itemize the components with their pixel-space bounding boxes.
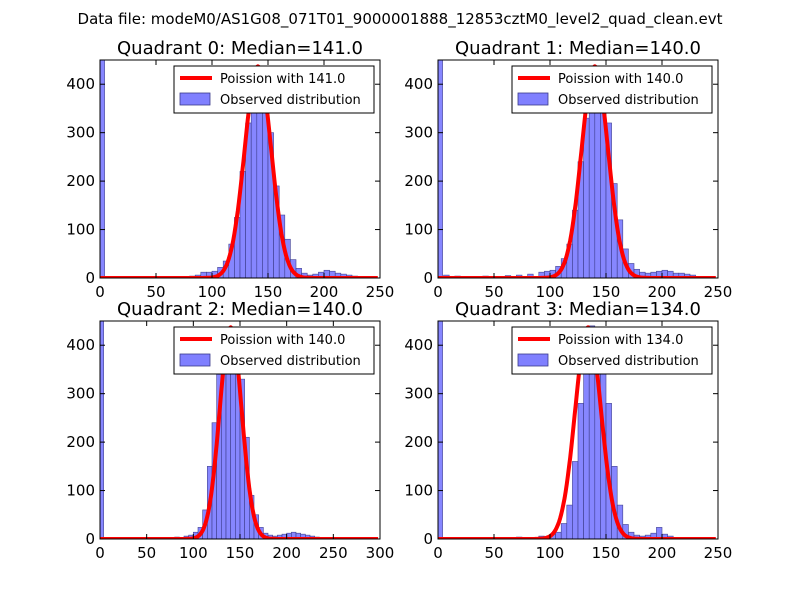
bar-4 (560, 523, 568, 539)
x-tick-label: 200 (648, 544, 677, 562)
y-tick-label: 0 (423, 269, 433, 287)
x-tick-label: 200 (272, 544, 301, 562)
poisson-fit-line (100, 64, 379, 278)
poisson-fit-line (438, 64, 717, 278)
x-tick-label: 250 (366, 283, 395, 301)
bar-overflow (438, 321, 443, 539)
x-tick-label: 200 (310, 283, 339, 301)
chart-quadrant-1: 0 50 100 150 200 250 0 100 200 300 400 Quadrant 1: … (404, 38, 732, 301)
y-tick-label: 400 (404, 336, 433, 354)
legend-observed-label: Observed distribution (558, 93, 699, 108)
axes-frame (437, 59, 719, 279)
panels: 0 50 100 150 200 250 0 100 200 300 400 Quadrant 0: … (66, 38, 732, 562)
x-tick-label: 100 (179, 544, 208, 562)
legend-fit-label: Poission with 141.0 (220, 72, 345, 87)
legend-observed-label: Observed distribution (558, 354, 699, 369)
y-tick-label: 300 (404, 124, 433, 142)
x-tick-label: 150 (592, 283, 621, 301)
y-tick-label: 0 (423, 530, 433, 548)
bar-6 (572, 461, 579, 539)
y-tick-label: 100 (66, 221, 95, 239)
x-tick-label: 100 (536, 283, 565, 301)
x-tick-label: 300 (366, 544, 395, 562)
legend: Poission with 141.0 Observed distribution (173, 65, 375, 114)
chart-quadrant-2: 0 50 100 150 200 250 300 0 100 200 300 400 Quadrant … (66, 299, 394, 562)
x-tick-label: 50 (146, 283, 165, 301)
x-tick-label: 50 (484, 544, 503, 562)
y-tick-label: 400 (66, 75, 95, 93)
legend-observed-label: Observed distribution (220, 93, 361, 108)
x-tick-label: 150 (592, 544, 621, 562)
plot-area (438, 321, 717, 539)
legend: Poission with 140.0 Observed distribution (173, 326, 375, 375)
bar-7 (577, 403, 584, 539)
chart-quadrant-3: 0 50 100 150 200 250 0 100 200 300 400 Quadrant 3: … (404, 299, 732, 562)
poisson-fit-line (438, 325, 717, 539)
poisson-fit-line (100, 325, 380, 539)
x-tick-label: 0 (433, 283, 443, 301)
bar-11 (250, 88, 258, 278)
bar-21 (656, 527, 663, 539)
x-tick-label: 100 (536, 544, 565, 562)
legend-fit-label: Poission with 140.0 (558, 72, 683, 87)
y-tick-label: 200 (404, 433, 433, 451)
x-tick-label: 250 (704, 544, 733, 562)
axes-frame (99, 59, 381, 279)
bar-5 (566, 504, 573, 539)
y-tick-label: 300 (66, 124, 95, 142)
y-tick-label: 200 (66, 172, 95, 190)
plot-area (100, 60, 379, 278)
y-tick-label: 200 (66, 433, 95, 451)
x-tick-label: 0 (95, 283, 105, 301)
x-tick-label: 50 (484, 283, 503, 301)
y-tick-label: 0 (85, 530, 95, 548)
x-tick-label: 150 (254, 283, 283, 301)
y-tick-label: 400 (404, 75, 433, 93)
y-tick-label: 300 (66, 385, 95, 403)
plot-area (438, 60, 717, 278)
y-tick-label: 0 (85, 269, 95, 287)
x-tick-label: 50 (137, 544, 156, 562)
x-tick-label: 100 (198, 283, 227, 301)
legend-observed-swatch (179, 353, 211, 367)
x-tick-label: 0 (95, 544, 105, 562)
legend-fit-label: Poission with 134.0 (558, 333, 683, 348)
bar-3 (555, 531, 562, 539)
chart-quadrant-0: 0 50 100 150 200 250 0 100 200 300 400 Quadrant 0: … (66, 38, 394, 301)
x-tick-label: 0 (433, 544, 443, 562)
bar-8 (583, 359, 590, 539)
chart-title: Quadrant 0: Median=141.0 (117, 38, 363, 59)
bar-overflow (100, 60, 105, 278)
y-tick-label: 100 (66, 482, 95, 500)
legend: Poission with 140.0 Observed distribution (511, 65, 713, 114)
legend-observed-swatch (517, 92, 549, 106)
chart-title: Quadrant 3: Median=134.0 (455, 299, 701, 320)
y-tick-label: 200 (404, 172, 433, 190)
legend: Poission with 134.0 Observed distribution (511, 326, 713, 375)
y-tick-label: 100 (404, 482, 433, 500)
legend-observed-swatch (179, 92, 211, 106)
figure-title: Data file: modeM0/AS1G08_071T01_90000018… (78, 10, 723, 29)
y-tick-label: 100 (404, 221, 433, 239)
y-tick-label: 400 (66, 336, 95, 354)
legend-observed-label: Observed distribution (220, 354, 361, 369)
chart-title: Quadrant 1: Median=140.0 (455, 38, 701, 59)
x-tick-label: 250 (704, 283, 733, 301)
x-tick-label: 250 (319, 544, 348, 562)
y-tick-label: 300 (404, 385, 433, 403)
x-tick-label: 150 (226, 544, 255, 562)
bar-overflow (100, 321, 104, 539)
bar-overflow (438, 60, 443, 278)
chart-title: Quadrant 2: Median=140.0 (117, 299, 363, 320)
bar-14 (583, 117, 590, 278)
x-tick-label: 200 (648, 283, 677, 301)
legend-observed-swatch (517, 353, 549, 367)
axes-frame (437, 320, 719, 540)
legend-fit-label: Poission with 140.0 (220, 333, 345, 348)
